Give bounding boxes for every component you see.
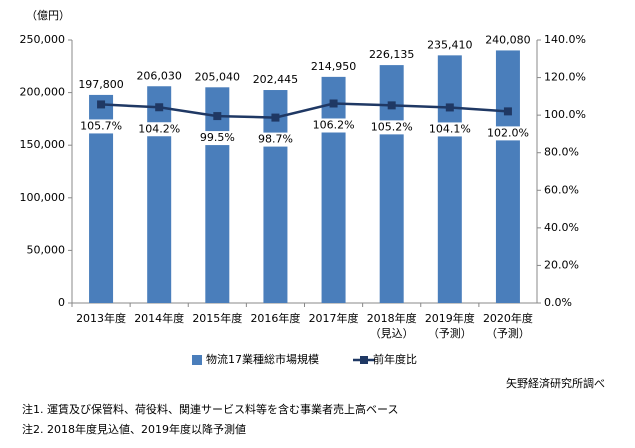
y-tick-label: 100,000 [20,191,66,204]
source: 矢野経済研究所調べ [506,376,605,390]
bar-value-label: 206,030 [136,69,182,82]
label-bg [139,122,180,137]
line-value-label: 105.7% [80,119,122,132]
y-tick-label: 150,000 [20,138,66,151]
bar-value-label: 202,445 [253,73,299,86]
x-tick-label: 2020年度 [483,311,533,325]
label-bg [255,132,296,147]
label-bg [81,119,122,134]
bar [379,65,404,303]
marker [271,113,280,122]
y2-tick-label: 140.0% [544,33,586,46]
y2-tick-label: 120.0% [544,71,586,84]
y2-tick-label: 100.0% [544,108,586,121]
label-bg [313,118,354,133]
legend-label: 物流17業種総市場規模 [206,352,319,366]
bar [321,76,346,304]
line-value-label: 102.0% [487,126,529,139]
note: 注1. 運賃及び保管料、荷役料、関連サービス料等を含む事業者売上高ベース [22,402,398,416]
y2-tick-label: 0.0% [544,296,572,309]
label-bg [487,126,528,141]
bar-value-label: 235,410 [427,38,473,51]
bar [495,50,520,304]
bar-value-label: 205,040 [195,70,241,83]
x-tick-label: 2017年度 [309,311,359,325]
marker [503,107,512,116]
x-tick-label: （見込） [370,327,414,340]
x-tick-label: 2018年度 [367,311,417,325]
line-value-label: 99.5% [200,131,235,144]
y-tick-label: 50,000 [27,243,66,256]
x-tick-label: （予測） [486,326,530,340]
y2-tick-label: 20.0% [544,258,579,271]
label-bg [197,131,238,146]
bar [147,86,172,303]
bar-value-label: 226,135 [369,48,415,61]
y2-tick-label: 40.0% [544,221,579,234]
marker [329,99,338,108]
marker [387,101,396,110]
x-tick-label: （予測） [428,326,472,340]
marker [155,103,164,112]
bar [263,90,288,303]
line-value-label: 104.1% [429,122,471,135]
bar-value-label: 197,800 [78,78,124,91]
legend-swatch [360,356,368,364]
x-tick-label: 2013年度 [76,311,126,325]
marker [97,100,106,109]
line-value-label: 104.2% [138,122,180,135]
label-bg [429,122,470,137]
label-bg [371,120,412,135]
y-tick-label: 0 [58,296,65,309]
note: 注2. 2018年度見込値、2019年度以降予測値 [22,422,246,436]
y-unit: （億円） [26,9,70,22]
x-tick-label: 2019年度 [425,311,475,325]
bar [437,55,462,303]
y2-tick-label: 60.0% [544,183,579,196]
line-value-label: 105.2% [371,120,413,133]
line [101,102,509,119]
legend-label: 前年度比 [373,352,417,366]
line-value-label: 98.7% [258,133,293,146]
x-tick-label: 2015年度 [192,311,242,325]
x-tick-label: 2016年度 [250,311,300,325]
bar-value-label: 240,080 [485,33,531,46]
marker [445,103,454,112]
bar-value-label: 214,950 [311,60,357,73]
x-tick-label: 2014年度 [134,311,184,325]
y-tick-label: 250,000 [20,33,66,46]
legend-swatch [192,355,202,365]
y2-tick-label: 80.0% [544,146,579,159]
marker [213,112,222,121]
y-tick-label: 200,000 [20,86,66,99]
bar [205,87,230,304]
line-value-label: 106.2% [313,118,355,131]
